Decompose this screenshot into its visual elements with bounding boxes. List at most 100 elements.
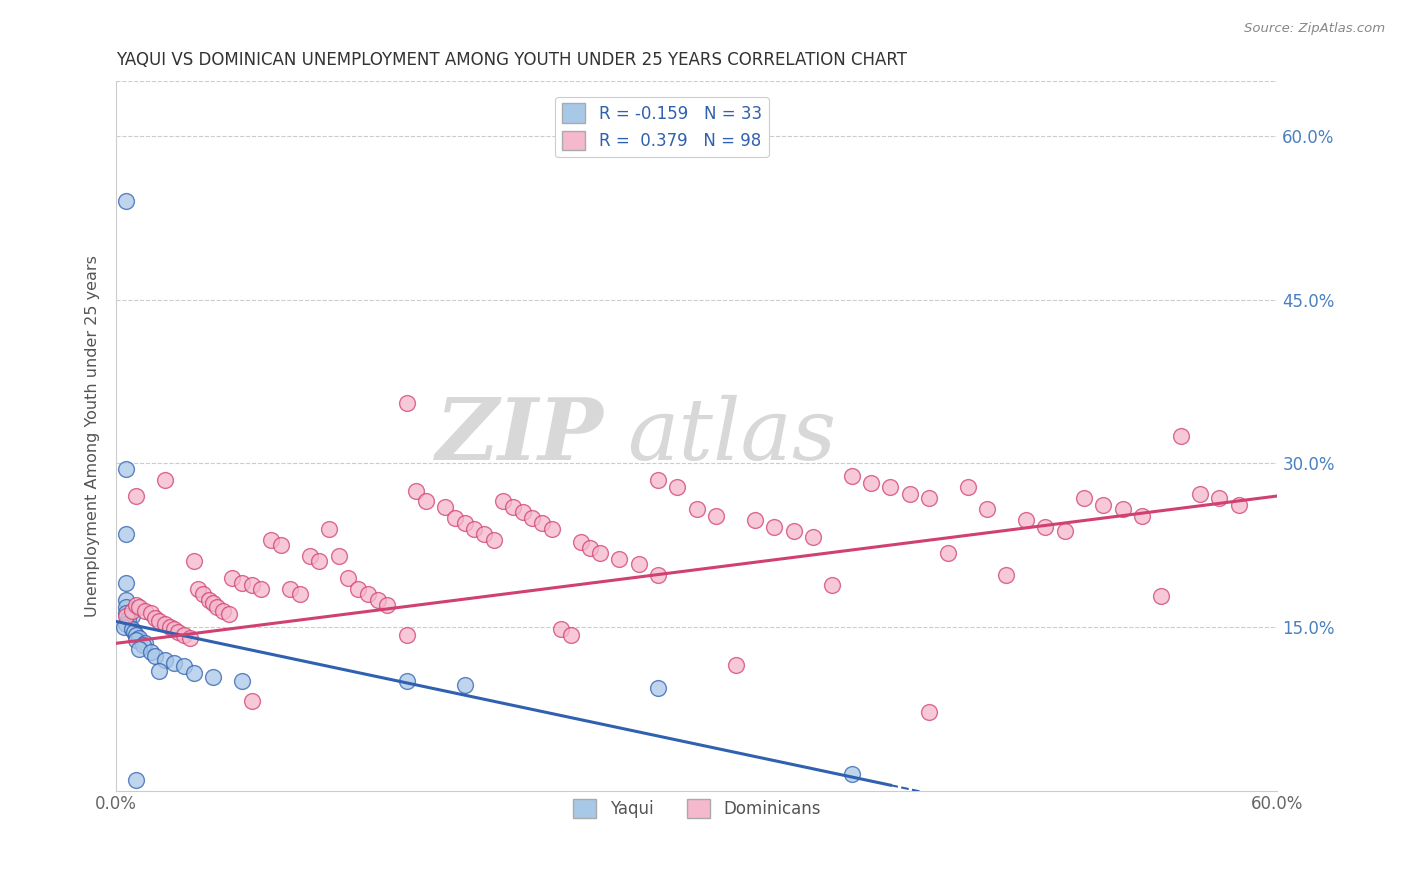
Point [550, 622, 572, 636]
Point [560, 627, 582, 641]
Point [1111, 502, 1133, 516]
Point [308, 554, 330, 568]
Point [134, 636, 156, 650]
Point [898, 487, 921, 501]
Point [375, 598, 398, 612]
Point [115, 616, 138, 631]
Point [139, 645, 162, 659]
Point [918, 705, 941, 719]
Point [1170, 429, 1192, 443]
Point [918, 491, 941, 505]
Point [453, 678, 475, 692]
Point [153, 473, 176, 487]
Point [724, 658, 747, 673]
Point [1130, 508, 1153, 523]
Point [1188, 487, 1211, 501]
Point [298, 549, 321, 563]
Point [179, 631, 201, 645]
Point [202, 670, 225, 684]
Point [1053, 524, 1076, 538]
Point [841, 469, 863, 483]
Point [1208, 491, 1230, 505]
Point [1015, 513, 1038, 527]
Point [117, 612, 139, 626]
Point [415, 494, 437, 508]
Point [115, 609, 138, 624]
Point [347, 582, 370, 596]
Point [121, 622, 143, 636]
Point [512, 505, 534, 519]
Point [159, 620, 181, 634]
Point [115, 606, 138, 620]
Point [395, 674, 418, 689]
Point [463, 522, 485, 536]
Point [995, 567, 1018, 582]
Point [1150, 590, 1173, 604]
Point [405, 483, 427, 498]
Point [122, 625, 145, 640]
Point [280, 582, 302, 596]
Point [132, 639, 155, 653]
Point [666, 480, 689, 494]
Point [240, 578, 263, 592]
Point [124, 633, 146, 648]
Point [260, 533, 283, 547]
Point [1227, 498, 1250, 512]
Point [395, 627, 418, 641]
Point [153, 616, 176, 631]
Text: atlas: atlas [627, 394, 837, 477]
Point [198, 592, 221, 607]
Point [502, 500, 524, 514]
Point [357, 587, 380, 601]
Point [143, 611, 166, 625]
Point [1033, 519, 1056, 533]
Point [187, 582, 209, 596]
Point [821, 578, 844, 592]
Point [782, 524, 804, 538]
Point [124, 489, 146, 503]
Point [128, 631, 150, 645]
Point [128, 641, 150, 656]
Point [115, 194, 138, 209]
Point [202, 596, 225, 610]
Point [801, 531, 824, 545]
Point [434, 500, 457, 514]
Point [569, 534, 592, 549]
Point [704, 508, 727, 523]
Text: YAQUI VS DOMINICAN UNEMPLOYMENT AMONG YOUTH UNDER 25 YEARS CORRELATION CHART: YAQUI VS DOMINICAN UNEMPLOYMENT AMONG YO… [117, 51, 907, 69]
Point [956, 480, 979, 494]
Point [647, 681, 669, 695]
Point [167, 625, 190, 640]
Point [589, 546, 612, 560]
Point [173, 659, 195, 673]
Point [579, 541, 602, 556]
Point [444, 511, 467, 525]
Point [453, 516, 475, 531]
Point [231, 576, 253, 591]
Point [139, 606, 162, 620]
Text: ZIP: ZIP [436, 394, 605, 478]
Point [367, 592, 389, 607]
Point [288, 587, 311, 601]
Point [183, 665, 205, 680]
Point [148, 664, 170, 678]
Point [976, 502, 998, 516]
Point [1092, 498, 1115, 512]
Point [173, 627, 195, 641]
Point [115, 592, 138, 607]
Point [112, 620, 135, 634]
Point [121, 609, 143, 624]
Point [124, 772, 146, 787]
Legend: Yaqui, Dominicans: Yaqui, Dominicans [567, 792, 827, 825]
Point [124, 598, 146, 612]
Point [193, 587, 215, 601]
Point [218, 607, 240, 621]
Point [163, 622, 186, 636]
Point [148, 615, 170, 629]
Point [328, 549, 350, 563]
Point [609, 552, 631, 566]
Point [115, 600, 138, 615]
Point [211, 603, 233, 617]
Point [531, 516, 554, 531]
Point [763, 519, 786, 533]
